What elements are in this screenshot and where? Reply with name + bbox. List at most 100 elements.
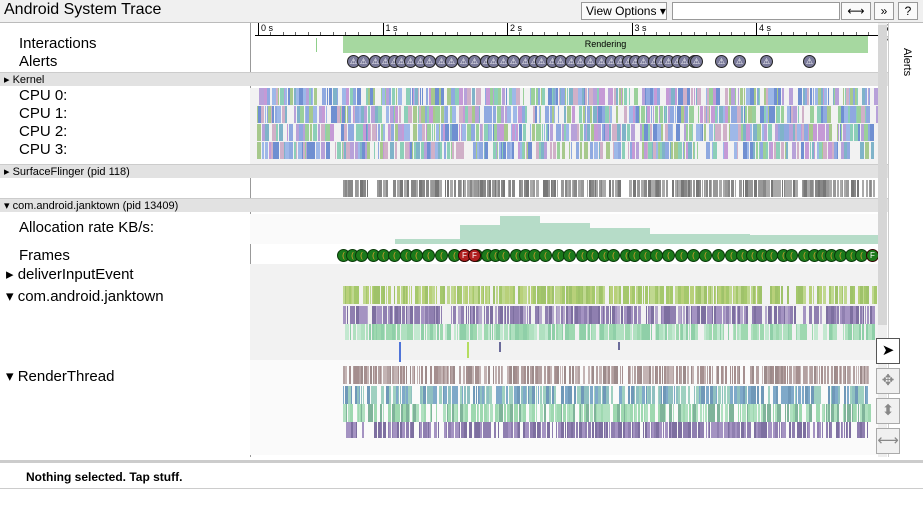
trace-slice[interactable]: [555, 88, 556, 105]
time-ruler[interactable]: 0 s1 s2 s3 s4 s5 s: [255, 23, 889, 43]
trace-slice[interactable]: [486, 386, 487, 404]
trace-slice[interactable]: [397, 180, 400, 197]
trace-slice[interactable]: [754, 124, 757, 141]
trace-slice[interactable]: [843, 404, 844, 422]
trace-slice[interactable]: [789, 124, 793, 141]
trace-slice[interactable]: [614, 286, 617, 304]
trace-slice[interactable]: [659, 324, 663, 340]
trace-slice[interactable]: [438, 180, 439, 197]
trace-slice[interactable]: [848, 404, 851, 422]
trace-slice[interactable]: [419, 180, 422, 197]
trace-slice[interactable]: [381, 306, 382, 324]
trace-slice[interactable]: [300, 106, 304, 123]
trace-slice[interactable]: [495, 180, 496, 197]
trace-slice[interactable]: [376, 324, 377, 340]
trace-slice[interactable]: [558, 404, 561, 422]
trace-slice[interactable]: [338, 142, 341, 159]
trace-slice[interactable]: [417, 366, 418, 384]
trace-slice[interactable]: [273, 88, 276, 105]
trace-slice[interactable]: [670, 106, 674, 123]
trace-slice[interactable]: [399, 342, 401, 362]
trace-slice[interactable]: [572, 286, 575, 304]
trace-slice[interactable]: [750, 404, 753, 422]
trace-slice[interactable]: [656, 324, 659, 340]
trace-slice[interactable]: [820, 306, 822, 324]
trace-slice[interactable]: [629, 106, 633, 123]
trace-slice[interactable]: [606, 306, 609, 324]
trace-slice[interactable]: [400, 180, 402, 197]
trace-slice[interactable]: [596, 366, 598, 384]
trace-slice[interactable]: [357, 386, 359, 404]
trace-slice[interactable]: [722, 366, 723, 384]
trace-slice[interactable]: [350, 366, 351, 384]
trace-slice[interactable]: [507, 404, 510, 422]
trace-slice[interactable]: [516, 88, 520, 105]
trace-slice[interactable]: [351, 422, 353, 438]
trace-slice[interactable]: [789, 324, 792, 340]
trace-slice[interactable]: [350, 404, 353, 422]
trace-slice[interactable]: [577, 386, 578, 404]
trace-slice[interactable]: [375, 106, 378, 123]
trace-slice[interactable]: [845, 324, 848, 340]
trace-slice[interactable]: [454, 404, 457, 422]
trace-slice[interactable]: [767, 180, 770, 197]
trace-slice[interactable]: [557, 366, 559, 384]
trace-slice[interactable]: [825, 142, 827, 159]
janktown-section-header[interactable]: ▾ com.android.janktown (pid 13409): [0, 198, 888, 212]
trace-slice[interactable]: [683, 404, 685, 422]
trace-slice[interactable]: [394, 106, 395, 123]
trace-slice[interactable]: [448, 422, 451, 438]
trace-slice[interactable]: [532, 386, 535, 404]
trace-slice[interactable]: [519, 404, 521, 422]
trace-slice[interactable]: [803, 180, 804, 197]
trace-slice[interactable]: [621, 88, 622, 105]
trace-slice[interactable]: [653, 142, 656, 159]
trace-slice[interactable]: [465, 106, 468, 123]
trace-slice[interactable]: [645, 404, 648, 422]
trace-slice[interactable]: [777, 404, 778, 422]
trace-slice[interactable]: [372, 386, 375, 404]
trace-slice[interactable]: [533, 286, 536, 304]
trace-slice[interactable]: [662, 180, 665, 197]
trace-slice[interactable]: [544, 124, 545, 141]
trace-slice[interactable]: [868, 324, 872, 340]
trace-slice[interactable]: [463, 404, 465, 422]
trace-slice[interactable]: [727, 386, 730, 404]
trace-slice[interactable]: [482, 386, 484, 404]
trace-slice[interactable]: [343, 142, 344, 159]
trace-slice[interactable]: [475, 366, 477, 384]
trace-slice[interactable]: [631, 124, 635, 141]
view-options-button[interactable]: View Options ▾: [581, 2, 667, 20]
trace-slice[interactable]: [801, 124, 802, 141]
trace-slice[interactable]: [764, 88, 766, 105]
trace-slice[interactable]: [376, 306, 377, 324]
trace-slice[interactable]: [710, 386, 713, 404]
trace-slice[interactable]: [791, 106, 793, 123]
trace-slice[interactable]: [759, 286, 762, 304]
trace-slice[interactable]: [627, 306, 630, 324]
trace-slice[interactable]: [874, 88, 878, 105]
trace-slice[interactable]: [797, 124, 800, 141]
trace-slice[interactable]: [704, 180, 705, 197]
trace-slice[interactable]: [696, 88, 697, 105]
trace-slice[interactable]: [478, 180, 479, 197]
trace-slice[interactable]: [522, 286, 523, 304]
trace-slice[interactable]: [846, 422, 847, 438]
vertical-scrollbar[interactable]: [878, 23, 887, 457]
trace-slice[interactable]: [473, 142, 476, 159]
trace-slice[interactable]: [313, 124, 317, 141]
trace-slice[interactable]: [385, 366, 387, 384]
trace-slice[interactable]: [870, 124, 874, 141]
trace-slice[interactable]: [870, 306, 872, 324]
trace-slice[interactable]: [571, 142, 572, 159]
trace-slice[interactable]: [512, 180, 515, 197]
trace-slice[interactable]: [527, 324, 529, 340]
trace-slice[interactable]: [543, 180, 545, 197]
trace-slice[interactable]: [459, 106, 463, 123]
trace-slice[interactable]: [744, 106, 745, 123]
trace-slice[interactable]: [353, 366, 354, 384]
trace-slice[interactable]: [424, 142, 427, 159]
trace-slice[interactable]: [573, 404, 575, 422]
trace-slice[interactable]: [587, 124, 590, 141]
trace-slice[interactable]: [414, 88, 415, 105]
